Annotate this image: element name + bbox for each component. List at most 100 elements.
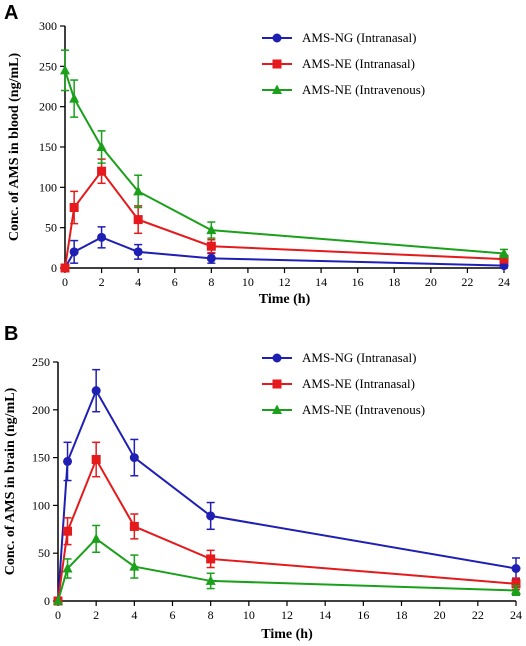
legend-item: AMS-NE (Intranasal) xyxy=(262,56,415,71)
x-tick-label: 2 xyxy=(99,275,105,289)
x-tick-label: 10 xyxy=(242,275,254,289)
data-point xyxy=(499,247,509,258)
series-line xyxy=(57,388,517,602)
legend-marker xyxy=(272,84,282,94)
data-point xyxy=(206,554,216,564)
data-point xyxy=(129,453,139,463)
x-tick-label: 0 xyxy=(62,275,68,289)
x-tick-label: 12 xyxy=(279,275,291,289)
y-tick-label: 150 xyxy=(32,451,50,465)
data-point xyxy=(206,511,216,521)
x-tick-label: 12 xyxy=(281,608,293,622)
y-tick-label: 100 xyxy=(39,180,57,194)
x-tick-label: 16 xyxy=(352,275,364,289)
data-point xyxy=(63,456,73,466)
legend-label: AMS-NG (Intranasal) xyxy=(302,30,416,45)
legend-label: AMS-NE (Intranasal) xyxy=(302,376,415,391)
y-tick-label: 200 xyxy=(39,100,57,114)
x-axis-title: Time (h) xyxy=(261,627,313,642)
series-line xyxy=(64,236,505,269)
series-1 xyxy=(53,368,521,606)
y-axis-title: Conc. of AMS in brain (ng/mL) xyxy=(3,387,18,575)
data-point xyxy=(133,185,144,196)
legend-item: AMS-NE (Intranasal) xyxy=(262,376,415,391)
data-point xyxy=(69,93,80,103)
series-line xyxy=(57,537,517,602)
series-2 xyxy=(53,441,521,606)
data-point xyxy=(129,561,140,571)
legend-marker xyxy=(272,353,282,363)
data-point xyxy=(91,386,101,396)
data-point xyxy=(91,533,102,543)
data-point xyxy=(62,562,73,573)
data-point xyxy=(133,215,143,225)
legend-item: AMS-NG (Intranasal) xyxy=(262,30,416,45)
y-tick-label: 250 xyxy=(39,59,57,73)
data-point xyxy=(53,595,63,605)
data-point xyxy=(511,563,521,573)
series-line xyxy=(57,457,517,602)
x-tick-label: 6 xyxy=(172,275,178,289)
x-tick-label: 4 xyxy=(131,608,137,622)
x-axis-title: Time (h) xyxy=(259,292,311,307)
data-point xyxy=(206,224,217,235)
x-tick-label: 20 xyxy=(425,275,437,289)
y-tick-label: 50 xyxy=(45,221,57,235)
series-2 xyxy=(60,158,509,273)
series-line xyxy=(64,70,505,255)
legend-marker xyxy=(272,404,282,414)
x-tick-label: 6 xyxy=(170,608,176,622)
x-tick-label: 10 xyxy=(243,608,255,622)
data-point xyxy=(69,203,79,212)
data-point xyxy=(206,241,216,251)
x-tick-label: 20 xyxy=(434,608,446,622)
y-axis-title: Conc. of AMS in blood (ng/mL) xyxy=(7,53,22,242)
x-tick-label: 16 xyxy=(357,608,369,622)
data-point xyxy=(511,584,521,595)
legend-item: AMS-NE (Intravenous) xyxy=(262,82,425,97)
x-tick-label: 14 xyxy=(315,275,327,289)
data-point xyxy=(60,64,70,75)
panel-letter: B xyxy=(4,323,18,345)
y-tick-label: 0 xyxy=(51,261,57,275)
x-tick-label: 4 xyxy=(135,275,141,289)
x-tick-label: 8 xyxy=(208,275,214,289)
legend-item: AMS-NE (Intravenous) xyxy=(262,402,425,417)
series-3 xyxy=(53,524,521,605)
data-point xyxy=(60,263,70,273)
x-tick-label: 14 xyxy=(319,608,331,622)
y-tick-label: 300 xyxy=(39,19,57,33)
x-tick-label: 24 xyxy=(510,608,522,622)
x-tick-label: 24 xyxy=(498,275,510,289)
data-point xyxy=(206,253,216,263)
y-tick-label: 200 xyxy=(32,403,50,417)
x-tick-label: 22 xyxy=(472,608,484,622)
data-point xyxy=(129,521,139,531)
panel-letter: A xyxy=(4,2,18,24)
series-3 xyxy=(60,49,509,259)
x-tick-label: 0 xyxy=(55,608,61,622)
legend-label: AMS-NG (Intranasal) xyxy=(302,350,416,365)
x-tick-label: 22 xyxy=(461,275,473,289)
x-tick-label: 2 xyxy=(93,608,99,622)
data-point xyxy=(63,526,73,536)
data-point xyxy=(69,247,79,257)
x-tick-label: 18 xyxy=(388,275,400,289)
chart-panel-a: A0 2 4 6 8 10 12 14 16 18 20 22 24050100150200250300… xyxy=(4,2,510,307)
data-point xyxy=(91,455,101,465)
legend-label: AMS-NE (Intravenous) xyxy=(302,82,425,97)
data-point xyxy=(205,575,216,585)
y-tick-label: 150 xyxy=(39,140,57,154)
y-tick-label: 50 xyxy=(38,546,50,560)
data-point xyxy=(97,166,107,176)
legend-marker xyxy=(272,33,282,43)
chart-panel-b: B0 2 4 6 8 10 12 14 16 18 20 22 24050100150200250Tim… xyxy=(3,323,522,642)
y-tick-label: 0 xyxy=(44,594,50,608)
y-tick-label: 100 xyxy=(32,498,50,512)
x-tick-label: 8 xyxy=(208,608,214,622)
legend-label: AMS-NE (Intranasal) xyxy=(302,56,415,71)
legend-marker xyxy=(272,59,282,69)
y-tick-label: 250 xyxy=(32,355,50,369)
data-point xyxy=(96,141,107,151)
